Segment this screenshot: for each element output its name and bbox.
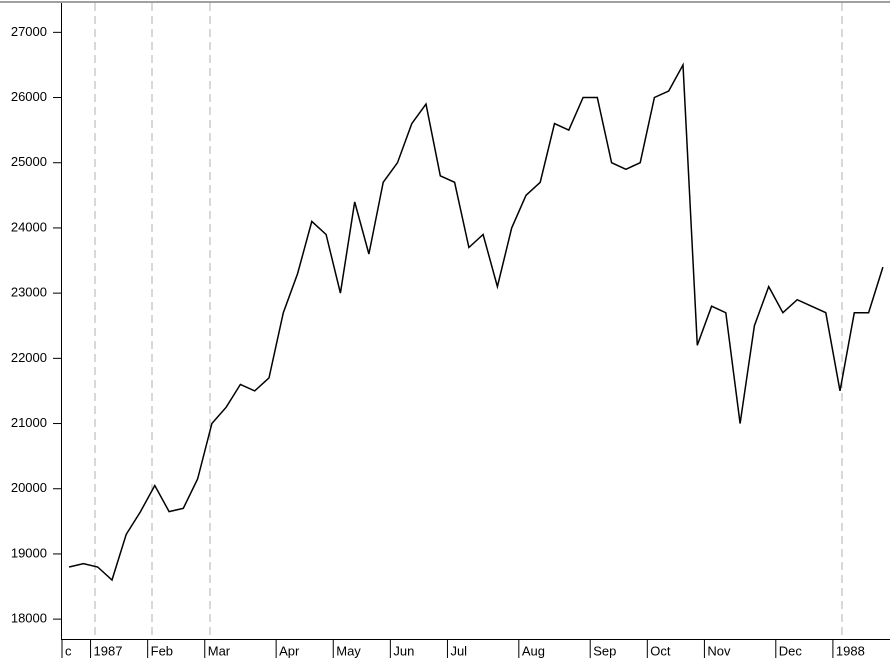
x-tick-label: Nov: [707, 643, 731, 658]
y-tick-label: 18000: [11, 611, 47, 626]
x-tick-label: 1988: [836, 643, 865, 658]
y-tick-label: 27000: [11, 24, 47, 39]
x-tick-label: Jul: [450, 643, 467, 658]
x-tick-label: Mar: [208, 643, 231, 658]
price-line: [68, 62, 884, 582]
y-tick-label: 21000: [11, 415, 47, 430]
y-tick-label: 23000: [11, 285, 47, 300]
x-tick-label: Feb: [151, 643, 173, 658]
x-tick-label: Aug: [522, 643, 545, 658]
y-tick-label: 22000: [11, 350, 47, 365]
x-tick-label: Apr: [279, 643, 300, 658]
y-tick-label: 20000: [11, 480, 47, 495]
y-tick-label: 26000: [11, 89, 47, 104]
y-tick-label: 19000: [11, 545, 47, 560]
x-tick-label: 1987: [94, 643, 123, 658]
x-tick-label: Dec: [779, 643, 803, 658]
x-tick-label: c: [65, 643, 72, 658]
x-tick-label: Oct: [650, 643, 671, 658]
y-tick-label: 25000: [11, 154, 47, 169]
x-tick-label: Jun: [393, 643, 414, 658]
period-dividers: [94, 3, 843, 639]
y-tick-label: 24000: [11, 219, 47, 234]
x-tick-label: May: [336, 643, 361, 658]
x-tick-label: Sep: [593, 643, 616, 658]
